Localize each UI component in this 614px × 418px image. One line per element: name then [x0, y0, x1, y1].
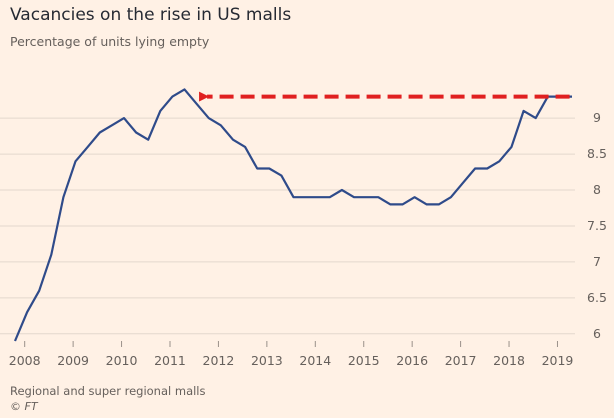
chart-source: Regional and super regional malls — [10, 384, 206, 398]
y-tick-label: 8.5 — [587, 146, 607, 161]
x-tick-label: 2008 — [9, 353, 41, 368]
y-tick-label: 7.5 — [587, 218, 607, 233]
x-tick-label: 2014 — [299, 353, 331, 368]
y-axis-ticks: 6 6.5 7 7.5 8 8.5 9 — [587, 110, 607, 341]
series-layer — [13, 88, 573, 342]
y-tick-label: 9 — [593, 110, 601, 125]
chart-credit: © FT — [10, 400, 38, 413]
x-tick-label: 2016 — [396, 353, 428, 368]
y-tick-label: 6 — [593, 326, 601, 341]
chart-subtitle: Percentage of units lying empty — [10, 34, 210, 49]
y-tick-label: 7 — [593, 254, 601, 269]
x-tick-label: 2015 — [348, 353, 380, 368]
x-axis-ticks: 2008 2009 2010 2011 2012 2013 2014 2015 2016 2017… — [9, 341, 574, 368]
y-tick-label: 8 — [593, 182, 601, 197]
y-tick-label: 6.5 — [587, 290, 607, 305]
x-tick-label: 2012 — [203, 353, 235, 368]
x-tick-label: 2018 — [493, 353, 525, 368]
x-tick-label: 2011 — [154, 353, 186, 368]
gridlines — [0, 117, 575, 335]
x-tick-label: 2019 — [542, 353, 574, 368]
x-tick-label: 2009 — [57, 353, 89, 368]
x-tick-label: 2010 — [106, 353, 138, 368]
x-tick-label: 2017 — [445, 353, 477, 368]
chart-title: Vacancies on the rise in US malls — [10, 5, 292, 25]
series-line — [13, 88, 572, 342]
x-tick-label: 2013 — [251, 353, 283, 368]
